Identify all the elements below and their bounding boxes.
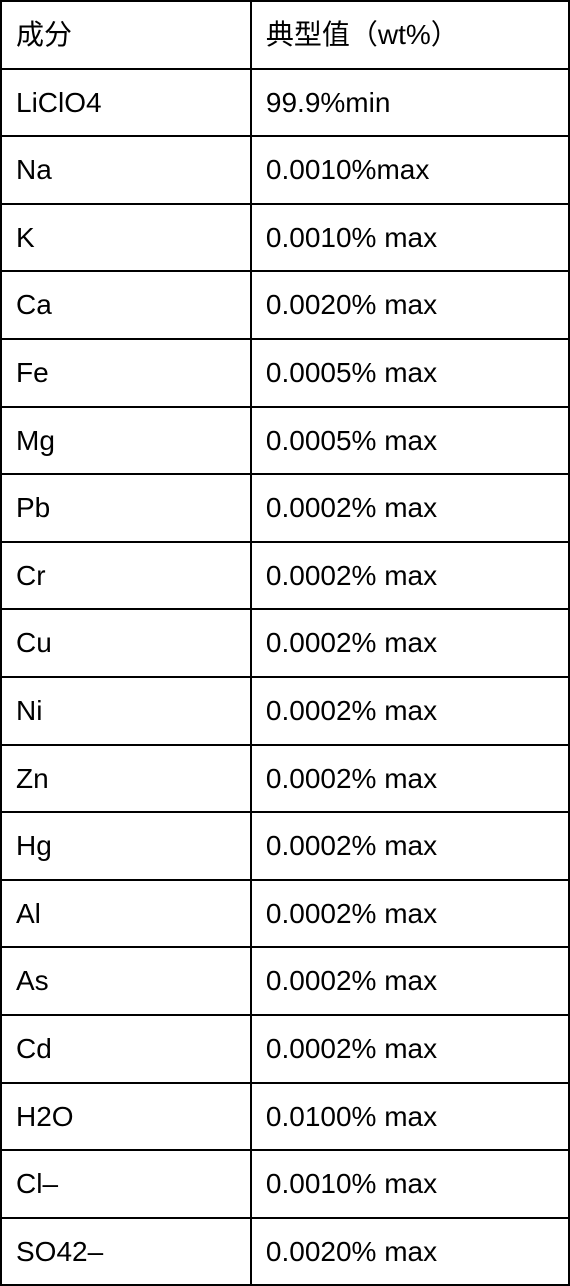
table-row: K 0.0010% max — [1, 204, 569, 272]
table-row: Cu 0.0002% max — [1, 609, 569, 677]
table-header-row: 成分 典型值（wt%） — [1, 1, 569, 69]
cell-value: 0.0002% max — [251, 609, 569, 677]
cell-component: Zn — [1, 745, 251, 813]
cell-value: 0.0002% max — [251, 677, 569, 745]
header-component: 成分 — [1, 1, 251, 69]
table-row: Al 0.0002% max — [1, 880, 569, 948]
cell-component: Na — [1, 136, 251, 204]
header-value: 典型值（wt%） — [251, 1, 569, 69]
cell-value: 0.0020% max — [251, 1218, 569, 1286]
cell-component: Ca — [1, 271, 251, 339]
cell-value: 0.0005% max — [251, 339, 569, 407]
cell-value: 0.0005% max — [251, 407, 569, 475]
cell-value: 0.0002% max — [251, 1015, 569, 1083]
cell-component: SO42– — [1, 1218, 251, 1286]
composition-table: 成分 典型值（wt%） LiClO4 99.9%min Na 0.0010%ma… — [0, 0, 570, 1286]
cell-component: Fe — [1, 339, 251, 407]
cell-value: 0.0010%max — [251, 136, 569, 204]
table-row: Hg 0.0002% max — [1, 812, 569, 880]
cell-component: Cd — [1, 1015, 251, 1083]
cell-component: As — [1, 947, 251, 1015]
cell-component: Ni — [1, 677, 251, 745]
cell-value: 99.9%min — [251, 69, 569, 137]
cell-component: Cu — [1, 609, 251, 677]
cell-value: 0.0002% max — [251, 947, 569, 1015]
cell-component: Cr — [1, 542, 251, 610]
table-row: Na 0.0010%max — [1, 136, 569, 204]
cell-value: 0.0100% max — [251, 1083, 569, 1151]
cell-value: 0.0002% max — [251, 812, 569, 880]
cell-value: 0.0002% max — [251, 880, 569, 948]
table-row: Ni 0.0002% max — [1, 677, 569, 745]
cell-component: Mg — [1, 407, 251, 475]
table-row: Zn 0.0002% max — [1, 745, 569, 813]
table-row: SO42– 0.0020% max — [1, 1218, 569, 1286]
cell-value: 0.0010% max — [251, 1150, 569, 1218]
cell-component: K — [1, 204, 251, 272]
table-row: Cr 0.0002% max — [1, 542, 569, 610]
table-row: Cd 0.0002% max — [1, 1015, 569, 1083]
table-row: Mg 0.0005% max — [1, 407, 569, 475]
cell-value: 0.0002% max — [251, 745, 569, 813]
table-row: H2O 0.0100% max — [1, 1083, 569, 1151]
cell-value: 0.0020% max — [251, 271, 569, 339]
table-row: Fe 0.0005% max — [1, 339, 569, 407]
table-row: As 0.0002% max — [1, 947, 569, 1015]
table-row: Cl– 0.0010% max — [1, 1150, 569, 1218]
table-body: 成分 典型值（wt%） LiClO4 99.9%min Na 0.0010%ma… — [1, 1, 569, 1285]
cell-value: 0.0002% max — [251, 474, 569, 542]
cell-value: 0.0002% max — [251, 542, 569, 610]
table-row: LiClO4 99.9%min — [1, 69, 569, 137]
cell-component: Al — [1, 880, 251, 948]
cell-value: 0.0010% max — [251, 204, 569, 272]
table-row: Pb 0.0002% max — [1, 474, 569, 542]
table-row: Ca 0.0020% max — [1, 271, 569, 339]
cell-component: H2O — [1, 1083, 251, 1151]
cell-component: LiClO4 — [1, 69, 251, 137]
cell-component: Cl– — [1, 1150, 251, 1218]
cell-component: Pb — [1, 474, 251, 542]
cell-component: Hg — [1, 812, 251, 880]
